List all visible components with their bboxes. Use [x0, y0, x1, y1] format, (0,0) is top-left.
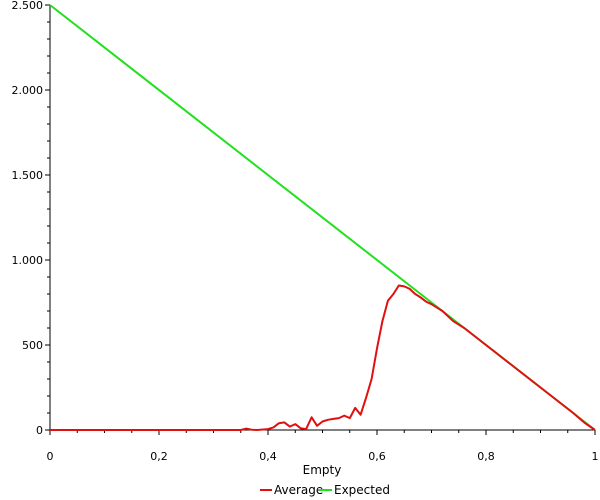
series-layer — [49, 4, 596, 431]
y-tick-label: 0 — [36, 424, 43, 437]
x-tick-label: 1 — [592, 450, 599, 463]
x-tick-label: 0,2 — [150, 450, 168, 463]
legend: Average Expected — [260, 483, 390, 497]
y-tick-label: 500 — [22, 339, 43, 352]
y-tick-label: 2.000 — [12, 84, 44, 97]
x-tick-label: 0,4 — [259, 450, 277, 463]
x-tick-label: 0 — [47, 450, 54, 463]
x-tick-label: 0,8 — [477, 450, 495, 463]
series-line-average — [50, 284, 596, 431]
y-tick-label: 1.000 — [12, 254, 44, 267]
x-axis-title: Empty — [303, 463, 342, 477]
y-tick-label: 1.500 — [12, 169, 44, 182]
x-tick-label: 0,6 — [368, 450, 386, 463]
legend-label-expected: Expected — [334, 483, 390, 497]
legend-label-average: Average — [274, 483, 323, 497]
y-tick-label: 2.500 — [12, 0, 44, 12]
axes: 0 500 1.000 1.500 2.000 2.500 0 0,2 0,4 0,6 0,8 1 — [12, 0, 599, 463]
